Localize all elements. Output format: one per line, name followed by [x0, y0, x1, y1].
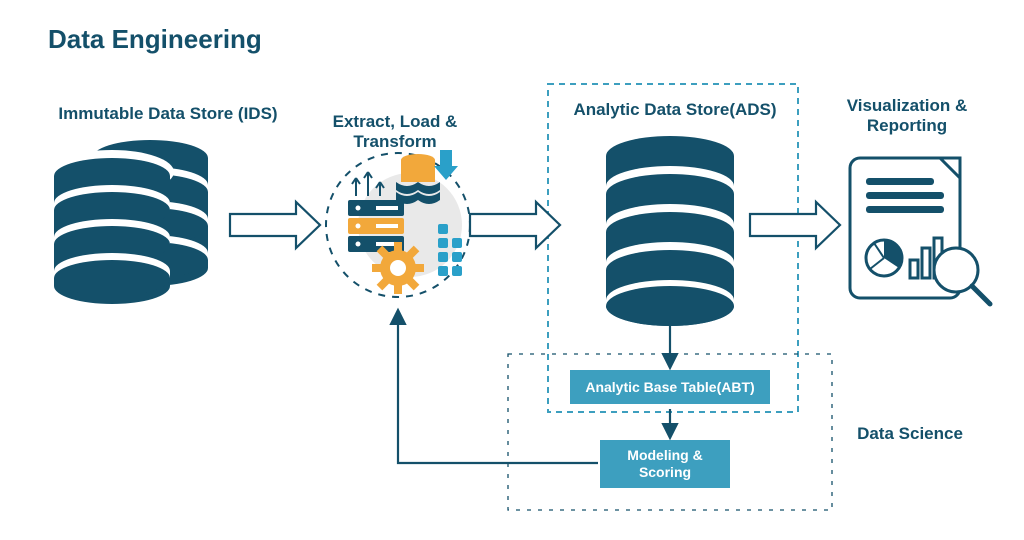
- label-elt: Extract, Load & Transform: [290, 112, 500, 152]
- hollow-arrow-2: [470, 202, 560, 248]
- label-viz: Visualization & Reporting: [822, 96, 992, 136]
- report-icon: [850, 158, 990, 304]
- ids-database-icon: [50, 140, 208, 304]
- box-abt: Analytic Base Table(ABT): [570, 370, 770, 404]
- label-ids: Immutable Data Store (IDS): [58, 104, 278, 124]
- gear-icon: [372, 242, 424, 294]
- magnifier-icon: [934, 248, 990, 304]
- grid-squares-icon: [438, 224, 462, 276]
- dashed-ads-container: [548, 84, 798, 412]
- label-ads: Analytic Data Store(ADS): [565, 100, 785, 120]
- diagram-canvas: [0, 0, 1024, 540]
- arrow-ms-to-elt: [398, 312, 598, 463]
- elt-icon-group: [326, 150, 470, 297]
- hollow-arrow-3: [750, 202, 840, 248]
- hollow-arrow-1: [230, 202, 320, 248]
- ads-database-icon: [606, 136, 734, 326]
- label-data-science: Data Science: [840, 424, 980, 444]
- page-title: Data Engineering: [48, 24, 262, 55]
- box-modeling-scoring: Modeling & Scoring: [600, 440, 730, 488]
